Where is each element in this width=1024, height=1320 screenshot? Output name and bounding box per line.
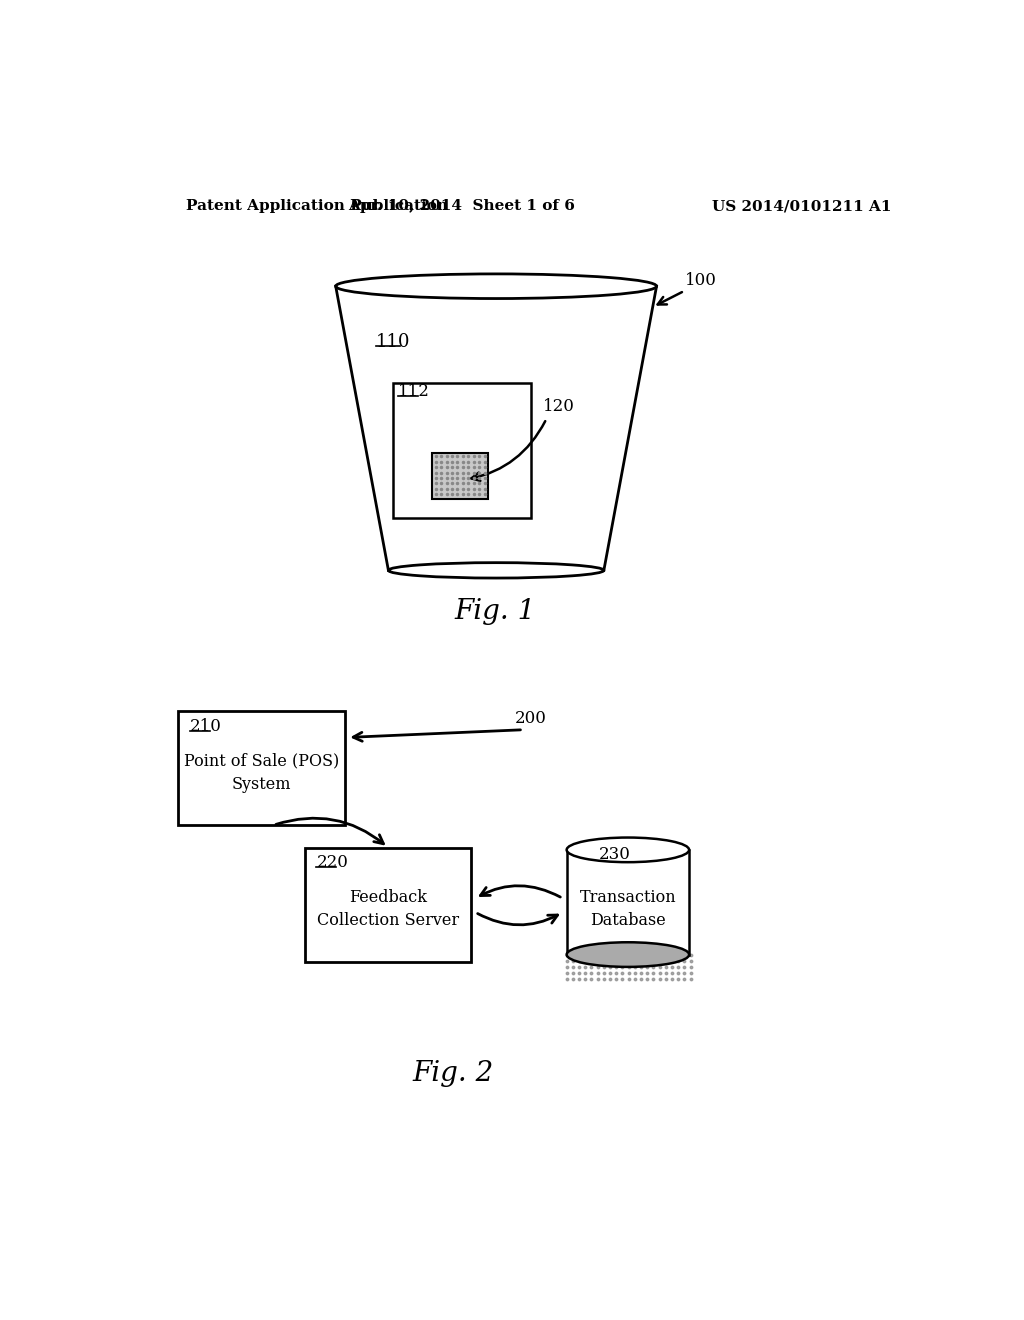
Text: Apr. 10, 2014  Sheet 1 of 6: Apr. 10, 2014 Sheet 1 of 6: [348, 199, 574, 213]
Text: 220: 220: [316, 854, 348, 871]
Bar: [393, 383, 531, 517]
Text: 230: 230: [598, 846, 631, 863]
Bar: [178, 711, 345, 825]
Ellipse shape: [566, 942, 689, 968]
Text: Fig. 2: Fig. 2: [413, 1060, 495, 1086]
Ellipse shape: [566, 837, 689, 862]
Text: Feedback: Feedback: [349, 890, 427, 906]
Text: Collection Server: Collection Server: [317, 912, 459, 929]
Bar: [432, 453, 487, 499]
Text: 112: 112: [397, 383, 430, 400]
Text: 120: 120: [543, 397, 574, 414]
Text: Database: Database: [590, 912, 666, 929]
Text: US 2014/0101211 A1: US 2014/0101211 A1: [713, 199, 892, 213]
Text: Patent Application Publication: Patent Application Publication: [186, 199, 449, 213]
Bar: [305, 847, 471, 961]
Text: 210: 210: [190, 718, 222, 735]
Text: Transaction: Transaction: [580, 890, 676, 906]
Text: 100: 100: [684, 272, 717, 289]
Text: 110: 110: [376, 333, 411, 351]
Text: Point of Sale (POS): Point of Sale (POS): [184, 752, 339, 770]
Text: 200: 200: [515, 710, 547, 727]
Text: Fig. 1: Fig. 1: [455, 598, 536, 624]
Text: System: System: [232, 776, 292, 793]
